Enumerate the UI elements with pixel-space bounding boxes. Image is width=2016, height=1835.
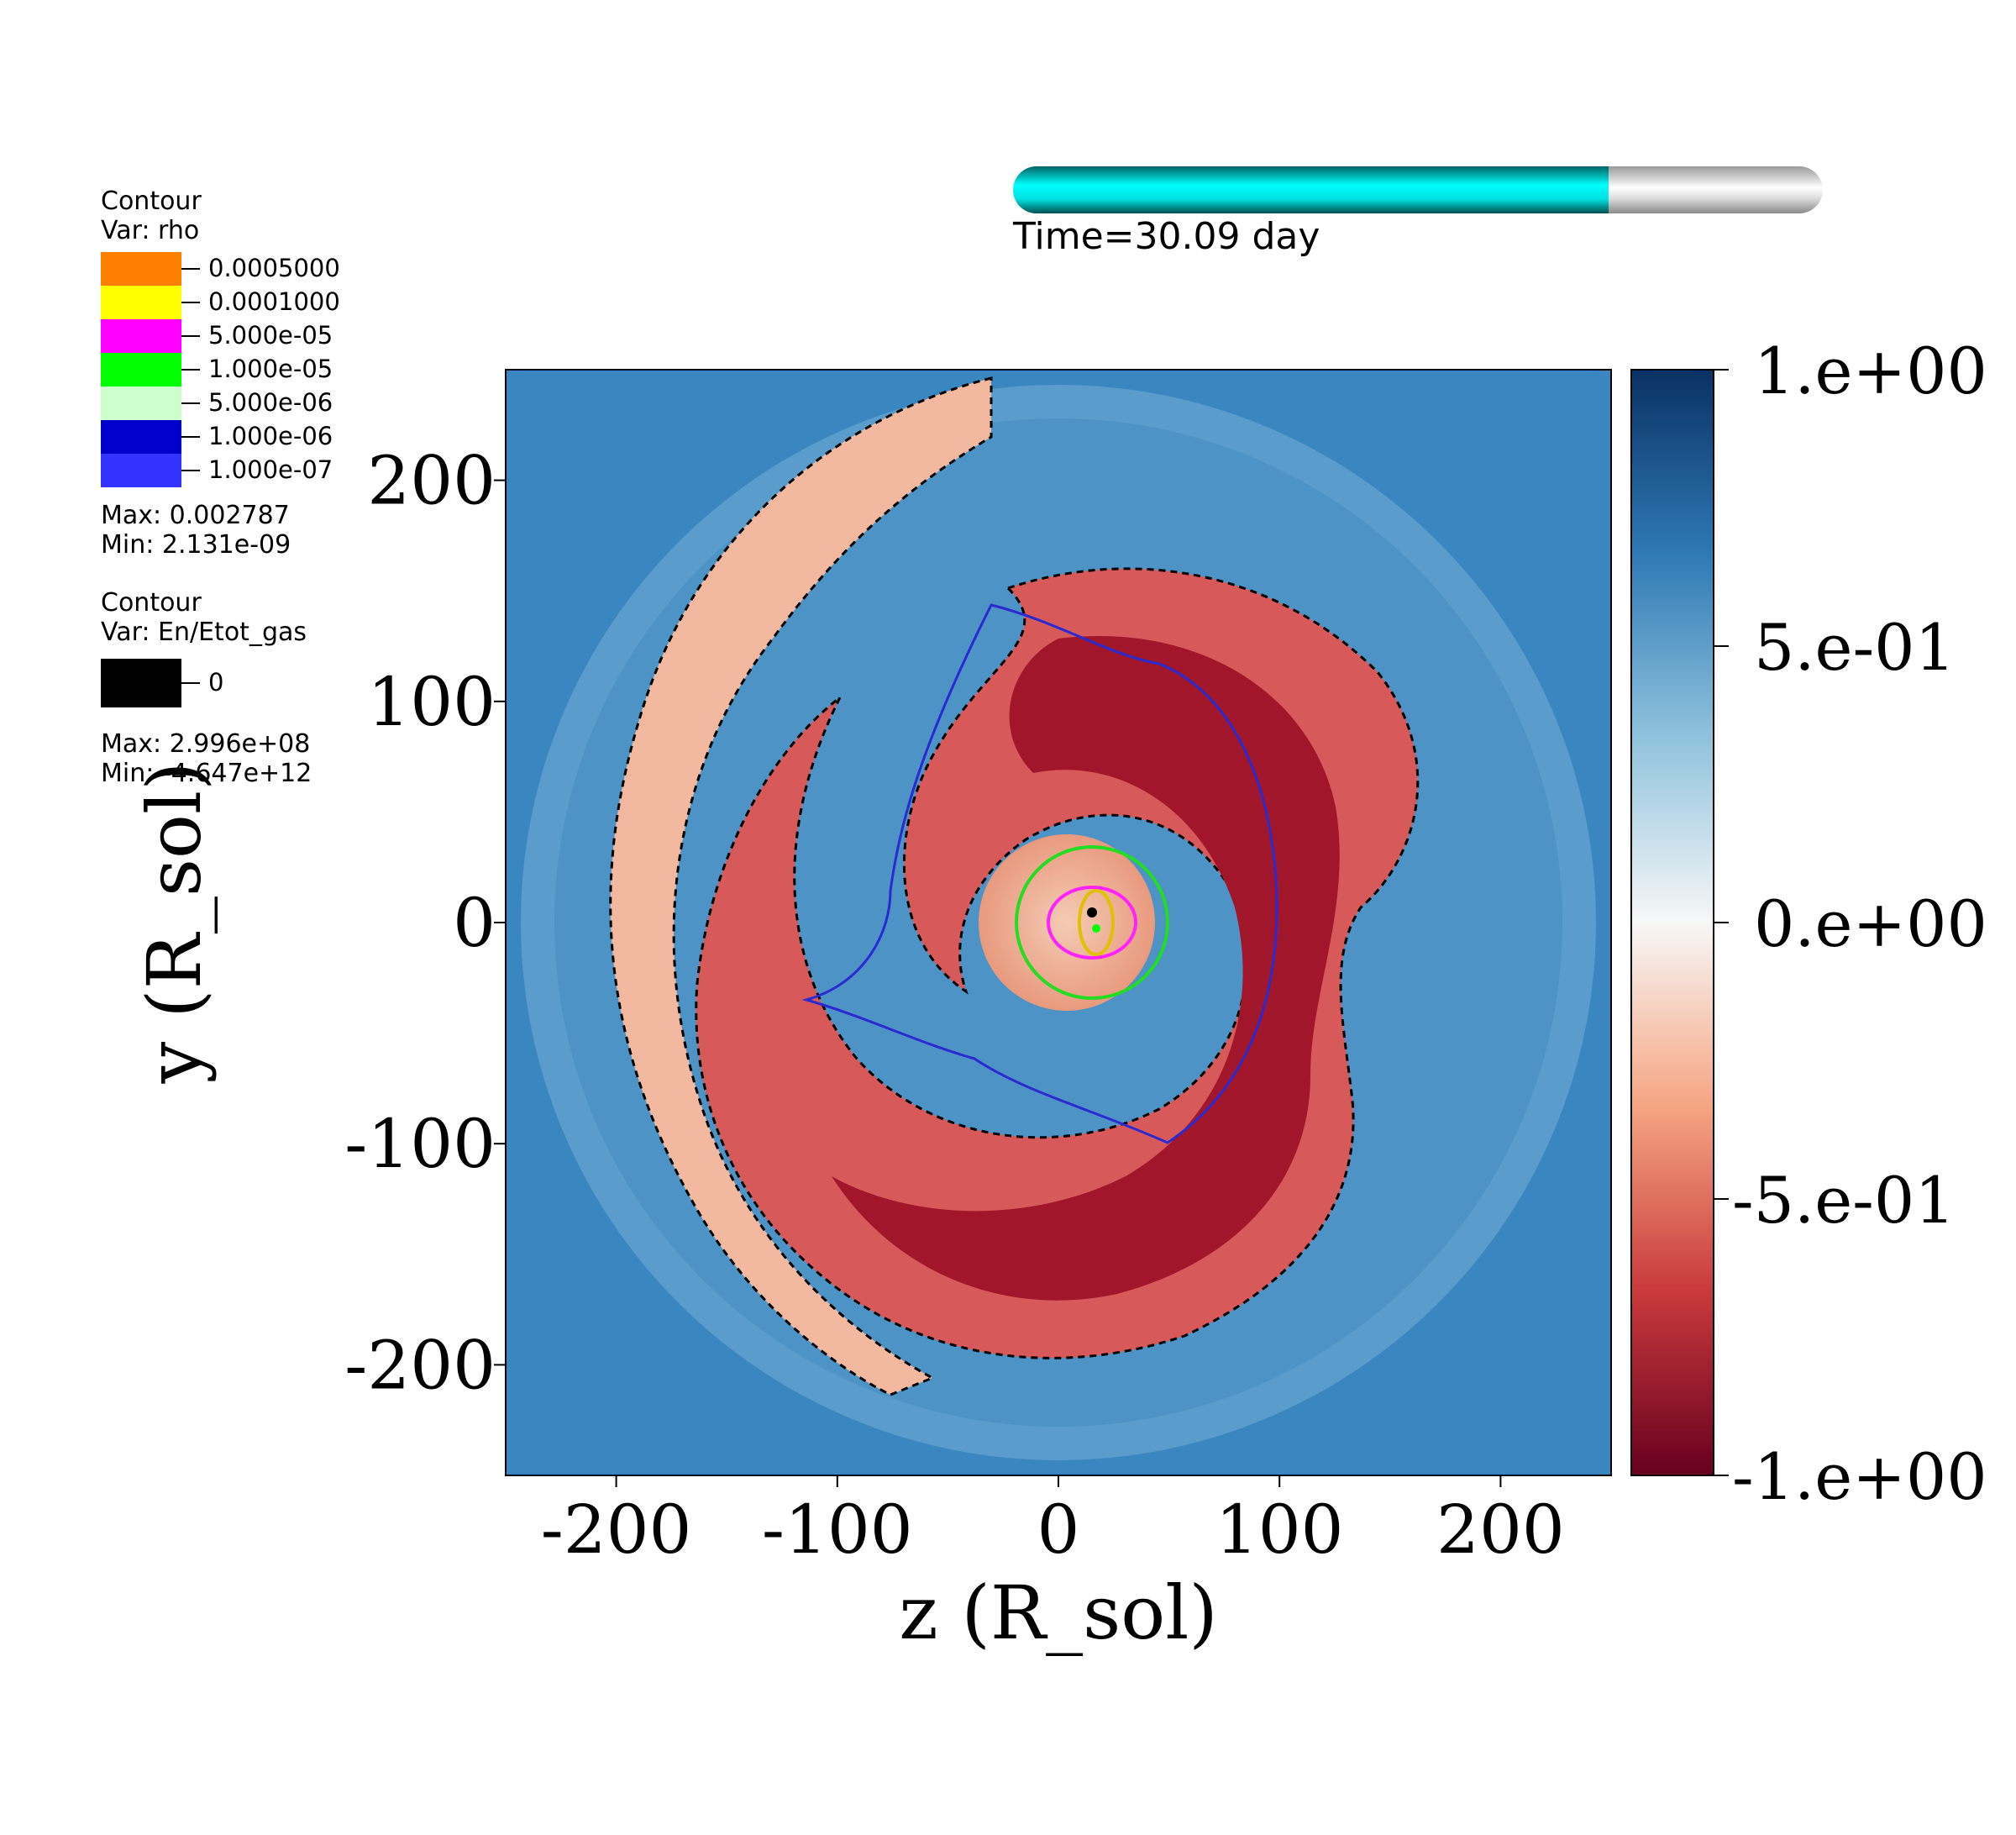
legend-rho-entry: 5.000e-06 bbox=[101, 386, 333, 420]
contour-magenta bbox=[1047, 886, 1137, 960]
legend-energy: Contour Var: En/Etot_gas 0 Max: 2.996e+0… bbox=[101, 588, 312, 788]
contour-green bbox=[1015, 845, 1169, 1000]
x-tick-label: 200 bbox=[1436, 1491, 1565, 1569]
core-region bbox=[979, 834, 1155, 1011]
colorbar-tick-label: -1.e+00 bbox=[1732, 1439, 1987, 1514]
y-axis: 200 100 0 -100 -200 bbox=[344, 442, 506, 1404]
contour-blue bbox=[801, 603, 1278, 1144]
contour-yellow bbox=[1078, 889, 1115, 956]
x-tick-label: 100 bbox=[1215, 1491, 1344, 1569]
legend-rho-label: 0.0001000 bbox=[208, 287, 340, 316]
colorbar bbox=[1630, 369, 1714, 1476]
colorbar-tick-label: 0.e+00 bbox=[1754, 886, 1987, 961]
legend-rho-swatch bbox=[101, 353, 181, 386]
legend-rho: Contour Var: rho 0.0005000 0.0001000 5.000… bbox=[101, 187, 340, 560]
x-tick-label: 0 bbox=[1037, 1491, 1080, 1569]
legend-rho-tick bbox=[181, 436, 200, 438]
y-tick-label: 200 bbox=[367, 442, 496, 520]
legend-rho-entry: 1.000e-06 bbox=[101, 420, 333, 454]
legend-rho-min: Min: 2.131e-09 bbox=[101, 530, 291, 560]
legend-rho-entry: 5.000e-05 bbox=[101, 319, 333, 353]
companion-marker bbox=[1092, 924, 1100, 933]
legend-rho-label: 1.000e-05 bbox=[208, 355, 333, 383]
legend-rho-entry: 0.0001000 bbox=[101, 286, 340, 319]
core-marker bbox=[1087, 907, 1097, 918]
legend-rho-label: 5.000e-05 bbox=[208, 321, 333, 350]
legend-rho-label: 1.000e-07 bbox=[208, 455, 333, 484]
legend-rho-tick bbox=[181, 369, 200, 371]
legend-rho-tick bbox=[181, 402, 200, 404]
legend-rho-tick bbox=[181, 470, 200, 471]
time-label: Time=30.09 day bbox=[1013, 215, 1320, 258]
outer-spiral-arm bbox=[609, 376, 993, 1396]
legend-energy-label: 0 bbox=[208, 668, 224, 697]
legend-rho-swatch bbox=[101, 420, 181, 454]
inner-dark-region bbox=[832, 635, 1340, 1301]
x-tick-label: -200 bbox=[541, 1491, 692, 1569]
y-tick-label: -100 bbox=[344, 1105, 496, 1183]
legend-rho-entry: 0.0005000 bbox=[101, 252, 340, 286]
legend-rho-label: 5.000e-06 bbox=[208, 388, 333, 417]
legend-energy-entry: 0 bbox=[101, 659, 312, 707]
time-progress-fill bbox=[1013, 166, 1609, 213]
legend-rho-var: Var: rho bbox=[101, 216, 200, 245]
legend-rho-label: 1.000e-06 bbox=[208, 422, 333, 450]
legend-rho-title: Contour bbox=[101, 187, 202, 216]
legend-energy-swatch bbox=[101, 659, 181, 707]
colorbar-tick-label: 5.e-01 bbox=[1754, 610, 1956, 685]
time-progress-bar bbox=[1013, 166, 1823, 213]
legend-energy-entries: 0 bbox=[101, 659, 312, 707]
heatmap-field bbox=[506, 370, 1611, 1475]
legend-rho-entry: 1.000e-07 bbox=[101, 454, 333, 487]
y-tick-label: -200 bbox=[344, 1326, 496, 1404]
legend-energy-min: Min: -4.647e+12 bbox=[101, 759, 312, 788]
legend-energy-title: Contour bbox=[101, 588, 202, 618]
colorbar-axis: 1.e+00 5.e-01 0.e+00 -5.e-01 -1.e+00 bbox=[1714, 334, 1987, 1514]
legend-rho-label: 0.0005000 bbox=[208, 254, 340, 282]
legend-rho-max: Max: 0.002787 bbox=[101, 501, 290, 530]
legend-rho-tick bbox=[181, 335, 200, 337]
legend-rho-swatch bbox=[101, 286, 181, 319]
colorbar-tick-label: -5.e-01 bbox=[1732, 1163, 1956, 1238]
legend-energy-var: Var: En/Etot_gas bbox=[101, 618, 307, 647]
x-axis-label: z (R_sol) bbox=[899, 1569, 1218, 1656]
legend-energy-tick bbox=[181, 682, 200, 684]
x-axis: -200 -100 0 100 200 bbox=[541, 1475, 1565, 1569]
legend-rho-swatch bbox=[101, 319, 181, 353]
legend-rho-entries: 0.0005000 0.0001000 5.000e-05 1.000e-05 5.00… bbox=[101, 252, 340, 487]
colorbar-tick-label: 1.e+00 bbox=[1754, 334, 1987, 408]
legend-energy-max: Max: 2.996e+08 bbox=[101, 729, 311, 759]
x-tick-label: -100 bbox=[762, 1491, 913, 1569]
legend-rho-tick bbox=[181, 268, 200, 270]
y-axis-label: y (R_sol) bbox=[131, 762, 218, 1085]
y-tick-label: 0 bbox=[453, 884, 496, 962]
legend-rho-entry: 1.000e-05 bbox=[101, 353, 333, 386]
legend-rho-swatch bbox=[101, 386, 181, 420]
y-tick-label: 100 bbox=[367, 663, 496, 741]
legend-rho-swatch bbox=[101, 454, 181, 487]
legend-rho-swatch bbox=[101, 252, 181, 286]
legend-rho-tick bbox=[181, 302, 200, 303]
